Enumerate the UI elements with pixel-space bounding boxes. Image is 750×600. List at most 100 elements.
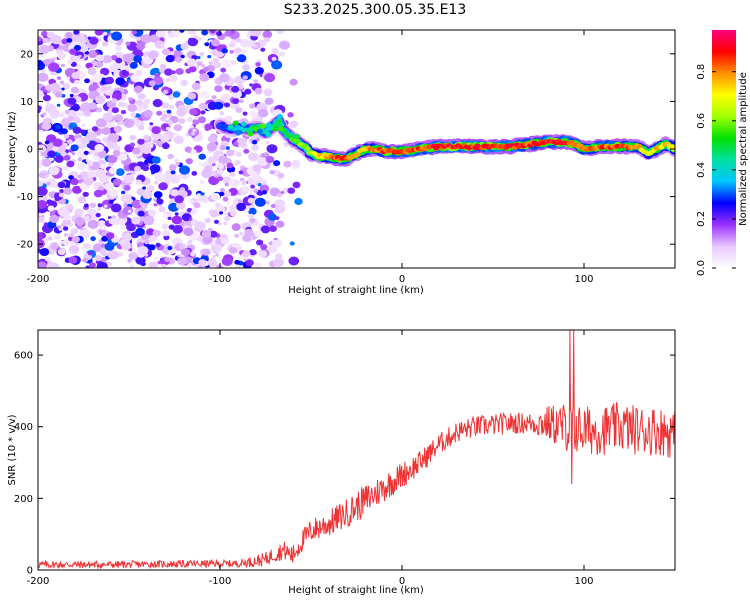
- noise-blob: [95, 118, 107, 128]
- noise-blob: [98, 239, 103, 244]
- noise-blob: [211, 192, 221, 201]
- noise-blob: [277, 177, 282, 182]
- noise-blob: [215, 264, 224, 268]
- noise-blob: [70, 86, 79, 94]
- chart-title: S233.2025.300.05.35.E13: [284, 2, 467, 18]
- noise-blob: [154, 73, 160, 78]
- noise-blob: [103, 204, 108, 208]
- noise-blob: [127, 209, 132, 213]
- spectrogram-x-axis-title: Height of straight line (km): [288, 285, 424, 296]
- noise-blob: [179, 165, 190, 175]
- noise-blob: [226, 201, 231, 205]
- noise-blob: [48, 166, 60, 176]
- noise-blob: [88, 102, 98, 110]
- noise-blob: [49, 214, 60, 224]
- noise-blob: [108, 217, 117, 225]
- noise-blob: [96, 207, 102, 211]
- noise-blob: [59, 80, 65, 85]
- noise-blob: [225, 146, 230, 150]
- noise-blob: [129, 134, 137, 141]
- noise-blob: [241, 49, 247, 54]
- snr-frame: [37, 329, 676, 571]
- noise-blob: [173, 158, 179, 163]
- noise-blob: [88, 50, 98, 59]
- noise-blob: [199, 73, 210, 82]
- noise-blob: [164, 68, 173, 76]
- noise-blob: [235, 151, 242, 157]
- noise-blob: [114, 114, 123, 122]
- noise-blob: [196, 193, 201, 197]
- x-tick-label: -100: [209, 576, 232, 587]
- x-tick-label: -200: [27, 274, 50, 285]
- noise-blob: [149, 122, 154, 126]
- noise-blob: [287, 112, 294, 118]
- noise-blob: [39, 129, 44, 134]
- noise-blob: [105, 76, 114, 85]
- noise-blob: [235, 107, 243, 113]
- noise-blob: [158, 206, 166, 213]
- noise-blob: [209, 230, 218, 238]
- noise-blob: [83, 150, 89, 155]
- noise-blob: [242, 250, 251, 257]
- noise-blob: [72, 126, 82, 134]
- noise-blob: [87, 67, 97, 75]
- noise-blob: [204, 217, 211, 223]
- noise-blob: [38, 89, 44, 98]
- noise-blob: [38, 59, 44, 67]
- noise-blob: [193, 202, 201, 209]
- noise-blob: [196, 61, 202, 66]
- noise-blob: [186, 58, 197, 67]
- noise-blob: [272, 239, 282, 248]
- noise-blob: [244, 88, 252, 95]
- noise-blob: [95, 107, 103, 113]
- noise-blob: [231, 85, 240, 93]
- noise-blob: [77, 35, 87, 44]
- noise-blob: [271, 48, 279, 54]
- x-tick-label: -200: [27, 576, 50, 587]
- y-tick-label: 0: [27, 145, 33, 156]
- noise-blob: [126, 198, 134, 205]
- signal-blob: [227, 124, 234, 130]
- noise-blob: [73, 30, 80, 35]
- noise-blob: [190, 252, 196, 257]
- noise-blob: [95, 54, 104, 62]
- noise-blob: [245, 259, 254, 267]
- noise-blob: [56, 76, 62, 80]
- noise-blob: [208, 209, 216, 215]
- noise-blob: [199, 52, 205, 56]
- noise-blob: [38, 216, 45, 223]
- noise-blob: [219, 111, 225, 116]
- colorbar: 0.0 0.2 0.4 0.6 0.8 Normalized spectral ampl…: [696, 30, 749, 276]
- noise-blob: [96, 132, 101, 136]
- signal-blob: [240, 121, 247, 127]
- noise-blob: [214, 219, 219, 224]
- y-tick-label: 0: [27, 566, 33, 577]
- noise-blob: [48, 62, 60, 72]
- noise-blob: [133, 85, 143, 93]
- noise-blob: [212, 57, 219, 64]
- noise-blob: [165, 78, 170, 82]
- noise-blob: [185, 68, 192, 74]
- noise-blob: [252, 140, 258, 145]
- noise-blob: [151, 156, 161, 164]
- noise-blob: [64, 214, 72, 221]
- noise-blob: [96, 261, 108, 268]
- noise-blob: [115, 77, 126, 86]
- noise-blob: [49, 109, 60, 117]
- noise-blob: [60, 151, 67, 157]
- noise-blob: [46, 181, 51, 186]
- noise-blob: [76, 224, 83, 230]
- y-tick-label: 200: [14, 494, 33, 505]
- noise-blob: [87, 219, 99, 229]
- noise-blob: [91, 74, 102, 83]
- noise-blob: [221, 256, 233, 266]
- noise-blob: [47, 236, 53, 241]
- noise-blob: [269, 170, 275, 175]
- noise-blob: [58, 192, 65, 198]
- noise-blob: [211, 171, 217, 176]
- noise-blob: [203, 66, 210, 72]
- noise-blob: [234, 259, 241, 265]
- noise-blob: [161, 142, 170, 150]
- y-tick-label: -20: [17, 240, 33, 251]
